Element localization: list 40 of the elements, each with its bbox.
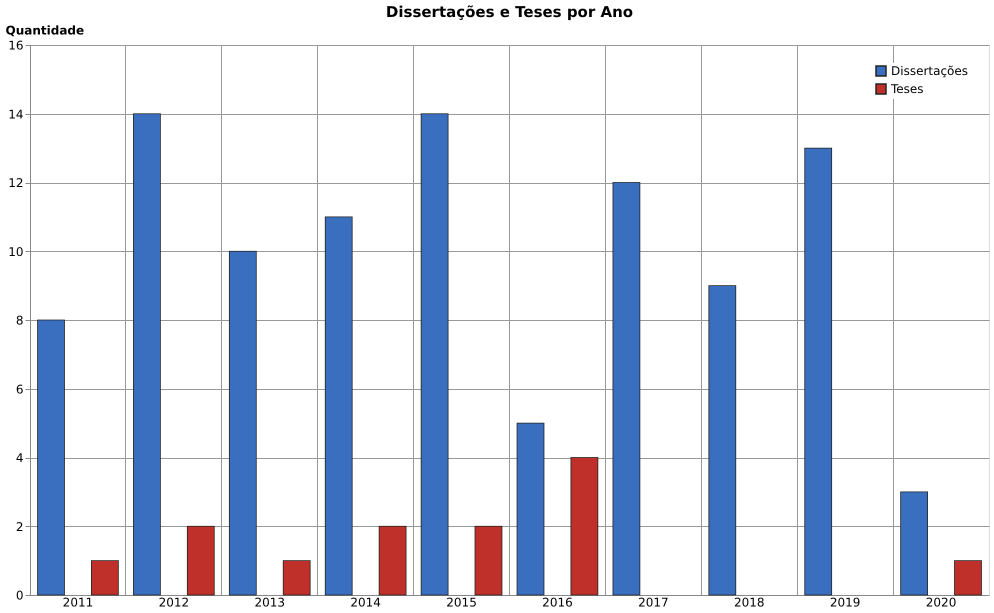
x-tick-label: 2016 (542, 596, 573, 610)
y-tick-label: 12 (8, 176, 24, 190)
bar (420, 113, 448, 596)
x-tick-label: 2017 (638, 596, 669, 610)
y-tick-label: 2 (16, 520, 24, 534)
bar (378, 526, 406, 596)
x-tick-label: 2014 (350, 596, 381, 610)
x-tick-label: 2012 (158, 596, 190, 610)
bar (186, 526, 215, 596)
bar (324, 216, 353, 596)
bar (612, 182, 640, 596)
bar (804, 148, 832, 596)
bar (954, 560, 982, 596)
x-tick-label: 2018 (734, 596, 765, 610)
y-tick-label: 0 (16, 588, 24, 602)
y-tick-label: 10 (8, 244, 24, 259)
y-tick-label: 6 (16, 382, 24, 396)
legend-label: Dissertações (891, 64, 968, 78)
x-tick-label: 2015 (446, 596, 477, 610)
y-tick-label: 16 (8, 38, 24, 52)
bar (900, 491, 928, 596)
bar (708, 285, 736, 596)
bar (37, 320, 65, 596)
bar (133, 113, 161, 596)
legend-label: Teses (890, 82, 924, 96)
bar (516, 422, 544, 596)
y-tick-label: 8 (16, 314, 24, 328)
x-tick-label: 2013 (254, 596, 286, 610)
y-axis-title: Quantidade (6, 24, 84, 38)
bar (91, 560, 119, 596)
chart-title: Dissertações e Teses por Ano (386, 3, 634, 21)
x-tick-label: 2019 (830, 596, 860, 610)
bar (570, 457, 598, 596)
x-tick-label: 2011 (62, 596, 94, 610)
bar (282, 560, 311, 596)
y-tick-label: 14 (8, 107, 24, 122)
bar (474, 526, 502, 596)
bar (228, 250, 257, 596)
y-tick-label: 4 (16, 451, 24, 465)
x-tick-label: 2020 (926, 596, 956, 610)
